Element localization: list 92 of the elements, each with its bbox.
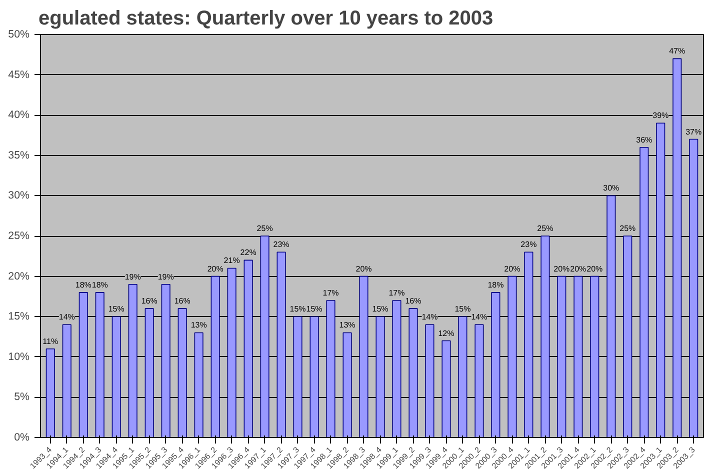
- data-label: 15%: [290, 304, 306, 314]
- y-tick-label: 50%: [8, 28, 30, 40]
- data-label: 17%: [322, 288, 339, 298]
- bar: [62, 324, 72, 438]
- data-label: 25%: [256, 224, 273, 233]
- data-label: 25%: [620, 224, 636, 233]
- data-label: 18%: [92, 280, 108, 290]
- data-label: 20%: [207, 264, 224, 274]
- y-tick-label: 30%: [8, 190, 30, 202]
- bar: [474, 324, 484, 438]
- bar: [359, 276, 368, 438]
- bar: [342, 332, 352, 438]
- bar: [128, 284, 138, 438]
- data-label: 15%: [108, 304, 124, 314]
- y-tick-label: 20%: [8, 270, 30, 282]
- data-label: 22%: [240, 248, 256, 258]
- bar: [574, 276, 583, 438]
- bar: [640, 146, 649, 438]
- data-label: 13%: [339, 320, 356, 330]
- bar: [672, 58, 682, 438]
- bar: [293, 316, 302, 438]
- bar: [557, 276, 566, 438]
- data-label: 20%: [586, 264, 603, 274]
- data-label: 20%: [356, 264, 372, 274]
- bar: [442, 340, 451, 438]
- bar: [161, 284, 170, 438]
- data-label: 23%: [520, 240, 537, 250]
- data-label: 19%: [124, 272, 141, 282]
- bar: [310, 316, 319, 438]
- bar: [606, 195, 616, 438]
- bar: [508, 276, 517, 438]
- data-label: 25%: [537, 224, 554, 233]
- bar: [656, 122, 666, 438]
- bar: [491, 292, 500, 438]
- data-label: 19%: [158, 272, 174, 282]
- data-label: 16%: [141, 296, 158, 306]
- chart-title: egulated states: Quarterly over 10 years to 2003: [38, 8, 494, 30]
- bar: [326, 300, 336, 438]
- y-tick-label: 40%: [8, 109, 30, 122]
- y-tick-label: 15%: [8, 310, 30, 323]
- data-label: 39%: [652, 111, 669, 120]
- bar: [425, 324, 434, 438]
- bar: [95, 292, 104, 438]
- data-label: 37%: [686, 127, 702, 136]
- data-label: 17%: [388, 288, 405, 298]
- bar: [276, 252, 286, 438]
- bar: [408, 308, 418, 438]
- bar: [112, 316, 121, 438]
- y-tick-label: 25%: [8, 230, 30, 242]
- data-label: 18%: [75, 280, 92, 290]
- bar: [524, 252, 534, 438]
- bar: [144, 308, 154, 438]
- data-label: 15%: [372, 304, 388, 314]
- data-label: 16%: [405, 296, 422, 306]
- bar: [376, 316, 385, 438]
- y-tick-label: 10%: [8, 350, 30, 363]
- data-label: 20%: [570, 264, 586, 274]
- bar: [458, 316, 468, 438]
- bar: [590, 276, 600, 438]
- bar: [194, 332, 204, 438]
- data-label: 11%: [42, 336, 58, 346]
- data-label: 21%: [224, 256, 240, 266]
- data-label: 14%: [422, 312, 438, 322]
- data-label: 36%: [636, 135, 652, 144]
- data-label: 14%: [58, 312, 75, 322]
- bar: [689, 138, 698, 438]
- bar: [210, 276, 220, 438]
- data-label: 20%: [504, 264, 520, 274]
- data-label: 23%: [273, 240, 290, 250]
- data-label: 14%: [471, 312, 488, 322]
- data-label: 30%: [603, 184, 620, 193]
- y-tick-label: 35%: [8, 149, 30, 162]
- bar: [540, 236, 550, 438]
- data-label: 15%: [454, 304, 471, 314]
- data-label: 12%: [438, 328, 454, 338]
- data-label: 18%: [488, 280, 504, 290]
- bar: [227, 268, 236, 438]
- bar: [392, 300, 402, 438]
- data-label: 47%: [669, 46, 686, 56]
- bar: [244, 260, 253, 438]
- y-tick-label: 5%: [14, 391, 30, 404]
- bar: [78, 292, 88, 438]
- data-label: 15%: [306, 304, 322, 314]
- y-tick-label: 0%: [14, 432, 30, 444]
- bar: [623, 236, 632, 438]
- y-tick-label: 45%: [8, 68, 30, 81]
- data-label: 20%: [554, 264, 570, 274]
- bar: [46, 348, 55, 438]
- data-label: 13%: [190, 320, 207, 330]
- bar: [178, 308, 187, 438]
- data-label: 16%: [174, 296, 190, 306]
- bar: [260, 236, 270, 438]
